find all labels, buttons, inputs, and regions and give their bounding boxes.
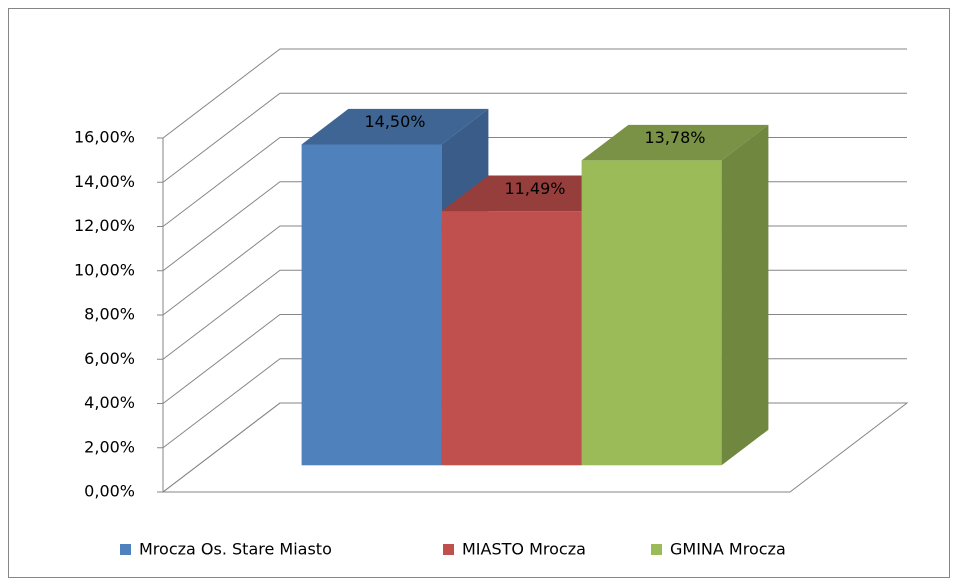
y-tick-label: 2,00% (84, 437, 135, 456)
legend-swatch (120, 544, 131, 555)
bar (581, 160, 722, 466)
y-tick-label: 10,00% (74, 260, 135, 279)
y-tick-label: 6,00% (84, 349, 135, 368)
grid-line (162, 92, 907, 183)
bar-top (581, 124, 769, 161)
bar (441, 211, 582, 466)
y-tick-label: 0,00% (84, 482, 135, 501)
y-tick-label: 8,00% (84, 305, 135, 324)
legend-swatch (651, 544, 662, 555)
y-tick-label: 16,00% (74, 128, 135, 147)
legend-swatch (443, 544, 454, 555)
y-tick-label: 12,00% (74, 216, 135, 235)
legend-label: GMINA Mrocza (670, 540, 786, 559)
data-label: 11,49% (504, 179, 565, 198)
grid-line (162, 48, 907, 139)
bar (301, 144, 442, 466)
bar-side (721, 124, 769, 466)
legend-label: MIASTO Mrocza (462, 540, 586, 559)
y-tick-label: 14,00% (74, 172, 135, 191)
data-label: 13,78% (644, 128, 705, 147)
data-label: 14,50% (364, 112, 425, 131)
legend-label: Mrocza Os. Stare Miasto (139, 540, 332, 559)
bar-top (301, 108, 489, 145)
y-tick-label: 4,00% (84, 393, 135, 412)
